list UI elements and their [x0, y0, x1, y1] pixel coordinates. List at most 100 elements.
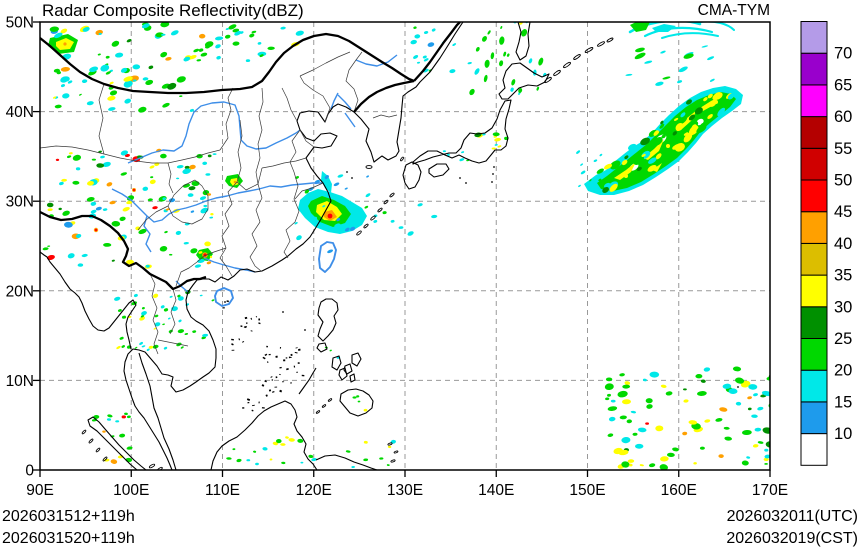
echo-cell — [642, 378, 647, 382]
reef-speckle — [294, 351, 298, 354]
echo-cell — [580, 163, 584, 166]
islet-dot — [465, 182, 467, 184]
echo-cell — [671, 140, 677, 147]
echo-cell — [715, 418, 723, 422]
echo-cell — [138, 228, 147, 235]
echo-cell — [126, 200, 133, 205]
echo-cell — [126, 446, 133, 450]
echo-cell — [165, 57, 172, 61]
reef-speckle — [262, 356, 266, 360]
colorbar-cell — [800, 401, 828, 435]
echo-cell — [644, 60, 653, 64]
echo-cell — [757, 441, 764, 444]
echo-cell — [407, 231, 414, 236]
echo-cell — [206, 261, 212, 265]
province-border — [294, 182, 324, 200]
islet-dot — [492, 173, 494, 175]
echo-cell — [662, 76, 671, 80]
reef-speckle — [244, 316, 248, 320]
echo-cell — [124, 98, 131, 104]
echo-cell — [690, 104, 695, 109]
echo-cell — [500, 25, 503, 30]
echo-cell — [308, 454, 314, 459]
x-tick-label: 110E — [205, 482, 240, 499]
province-border — [137, 205, 169, 231]
echo-cell — [66, 155, 72, 159]
river — [175, 280, 189, 293]
reef-speckle — [297, 362, 300, 364]
coastline — [87, 416, 147, 470]
echo-cell — [674, 117, 679, 121]
echo-cell — [124, 412, 128, 416]
echo-cell — [102, 430, 106, 433]
islet-dot — [224, 301, 226, 303]
echo-cell — [183, 241, 189, 245]
echo-cell — [123, 76, 133, 82]
echo-cell — [115, 222, 120, 225]
reef-speckle — [240, 325, 243, 328]
echo-cell — [207, 154, 212, 158]
echo-cell — [121, 315, 127, 319]
x-tick-label: 120E — [296, 482, 332, 499]
echo-cell — [732, 366, 742, 372]
echo-cell — [607, 406, 618, 411]
echo-cell — [696, 125, 707, 134]
echo-cell — [182, 183, 191, 188]
reef-speckle — [274, 386, 278, 388]
echo-cell — [82, 26, 90, 32]
reef-speckle — [296, 371, 298, 373]
echo-cell — [525, 22, 530, 24]
echo-cell — [324, 175, 329, 180]
islet-dot — [459, 177, 461, 179]
echo-cell — [764, 454, 770, 459]
echo-cell — [100, 155, 105, 159]
echo-cell — [132, 64, 141, 70]
province-border — [40, 145, 221, 164]
echo-cell — [390, 439, 396, 444]
echo-cell — [153, 293, 159, 298]
province-border — [255, 167, 263, 223]
echo-cell — [154, 322, 161, 327]
reef-speckle — [264, 353, 268, 357]
small-island — [400, 156, 404, 162]
echo-cell — [746, 456, 751, 459]
echo-cell — [86, 101, 94, 106]
echo-cell — [365, 193, 371, 198]
echo-cell — [379, 457, 384, 460]
small-island — [321, 404, 327, 408]
echo-cell — [764, 462, 768, 465]
echo-cell — [660, 50, 666, 54]
colorbar-label: 20 — [834, 362, 852, 380]
colorbar-cell — [800, 21, 828, 54]
echo-cell — [659, 464, 668, 470]
echo-cell — [660, 384, 667, 388]
y-tick-label: 10N — [6, 373, 34, 390]
echo-cell — [152, 344, 159, 349]
reef-speckle — [297, 348, 301, 351]
echo-cell — [234, 30, 242, 36]
echo-cell — [111, 259, 115, 262]
echo-cell — [700, 379, 706, 383]
x-tick-label: 140E — [478, 482, 514, 499]
echo-cell — [364, 205, 369, 209]
echo-cell — [140, 315, 145, 318]
echo-cell — [518, 22, 524, 25]
echo-cell — [160, 305, 165, 309]
echo-cell — [150, 176, 154, 179]
echo-cell — [677, 80, 683, 84]
echo-cell — [345, 450, 351, 453]
province-border — [98, 83, 105, 155]
small-island — [584, 47, 594, 53]
coastline — [338, 367, 348, 381]
echo-cell — [81, 253, 88, 258]
echo-cell — [693, 462, 697, 465]
echo-cell — [483, 74, 488, 83]
province-border — [293, 171, 300, 223]
echo-cell — [135, 226, 141, 231]
x-tick-label: 130E — [387, 482, 423, 499]
reef-speckle — [295, 347, 298, 349]
echo-cell — [183, 56, 191, 62]
echo-cell — [752, 444, 759, 448]
echo-cell — [138, 106, 147, 113]
province-border — [249, 221, 262, 272]
